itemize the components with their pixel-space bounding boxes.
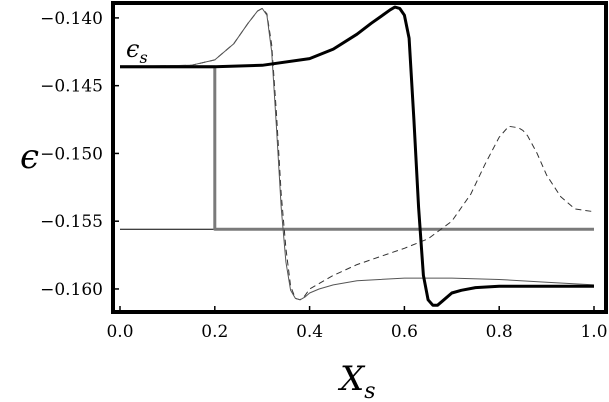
series-line-thick-black [120, 5, 594, 307]
annotation-subscript: s [139, 48, 147, 67]
x-axis-title-subscript: s [364, 379, 375, 402]
y-axis-ticks: −0.140 −0.145 −0.150 −0.155 −0.160 [40, 9, 119, 300]
plot-frame [111, 1, 608, 314]
x-axis-ticks: 0.0 0.2 0.4 0.6 0.8 1.0 [106, 306, 608, 342]
y-tick-label: −0.145 [40, 77, 103, 97]
x-axis-title: Xs [337, 359, 376, 402]
x-tick-label: 0.4 [296, 322, 323, 342]
data-series [119, 5, 595, 307]
curve-annotation: ϵs [126, 35, 148, 67]
y-tick-label: −0.160 [40, 280, 103, 300]
y-tick-label: −0.150 [40, 144, 103, 164]
x-tick-label: 0.0 [106, 322, 133, 342]
x-tick-label: 0.2 [201, 322, 228, 342]
x-axis-title-main: X [337, 359, 366, 399]
x-tick-label: 0.6 [391, 322, 418, 342]
y-tick-label: −0.140 [40, 9, 103, 29]
series-line-thin-gray [119, 7, 595, 301]
y-axis-title: ϵ [20, 137, 39, 177]
x-tick-label: 0.8 [486, 322, 513, 342]
y-tick-label: −0.155 [40, 212, 103, 232]
annotation-symbol: ϵ [126, 35, 139, 63]
x-tick-label: 1.0 [580, 322, 607, 342]
